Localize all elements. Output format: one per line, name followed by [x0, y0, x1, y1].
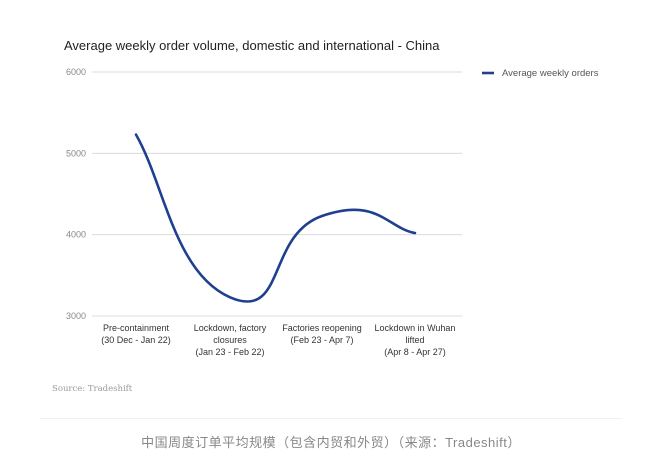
source-note: Source: Tradeshift [52, 384, 133, 394]
y-tick-label: 5000 [66, 148, 86, 158]
y-tick-label: 3000 [66, 311, 86, 321]
chart-title: Average weekly order volume, domestic an… [64, 38, 440, 53]
legend-label: Average weekly orders [502, 68, 599, 79]
y-tick-label: 6000 [66, 67, 86, 77]
x-tick-label: Pre-containment (30 Dec - Jan 22) [101, 323, 171, 345]
x-tick-label: Factories reopening (Feb 23 - Apr 7) [282, 323, 362, 345]
series-line [134, 133, 417, 303]
figure-caption: 中国周度订单平均规模（包含内贸和外贸）（来源：Tradeshift） [141, 435, 521, 450]
y-tick-label: 4000 [66, 230, 86, 240]
chart-card [40, 14, 622, 419]
x-tick-label: Lockdown in Wuhan lifted (Apr 8 - Apr 27) [375, 323, 456, 357]
x-tick-label: Lockdown, factory closures (Jan 23 - Feb 2… [194, 323, 267, 357]
